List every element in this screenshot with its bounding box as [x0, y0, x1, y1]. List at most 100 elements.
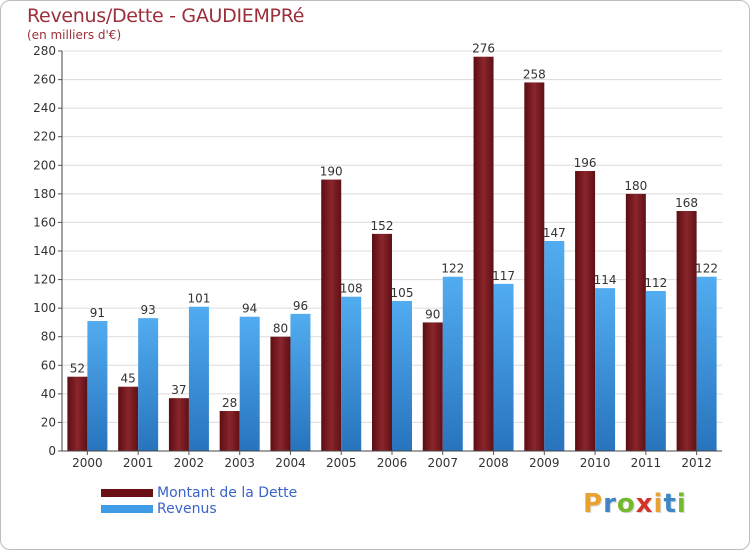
bar-dette	[67, 376, 88, 451]
axis-layer: 0 20 40 60 80 100 120 140 160 180 200 220 240 260 280 2…	[33, 44, 722, 470]
y-tick-label: 60	[41, 358, 56, 372]
bar-revenus	[341, 296, 362, 451]
data-label-dette: 180	[624, 179, 647, 193]
y-tick-label: 180	[33, 187, 56, 201]
x-tick-label: 2001	[123, 456, 154, 470]
logo-letter: o	[616, 489, 636, 519]
legend-label-debt: Montant de la Dette	[157, 485, 298, 501]
data-label-revenus: 147	[543, 226, 566, 240]
data-label-dette: 37	[171, 383, 186, 397]
bar-dette	[473, 56, 494, 451]
y-tick-label: 100	[33, 301, 56, 315]
y-tick-label: 160	[33, 215, 56, 229]
data-label-revenus: 91	[90, 306, 105, 320]
x-tick-label: 2006	[377, 456, 408, 470]
y-tick-label: 0	[48, 444, 56, 458]
y-tick-label: 240	[33, 101, 56, 115]
legend-swatch-debt	[101, 489, 153, 497]
data-label-dette: 80	[273, 322, 288, 336]
chart-title: Revenus/Dette - GAUDIEMPRé	[27, 5, 305, 27]
bar-revenus	[188, 306, 209, 451]
y-tick-label: 280	[33, 44, 56, 58]
data-label-revenus: 122	[441, 262, 464, 276]
y-tick-label: 40	[41, 387, 56, 401]
data-label-dette: 90	[425, 307, 440, 321]
data-label-revenus: 122	[695, 262, 718, 276]
bar-revenus	[645, 291, 666, 451]
bar-revenus	[138, 318, 159, 451]
logo-letter: i	[676, 489, 687, 519]
bar-dette	[168, 398, 189, 451]
bar-dette	[524, 82, 545, 451]
bar-dette	[372, 233, 392, 451]
data-label-revenus: 93	[141, 303, 156, 317]
x-tick-label: 2005	[326, 456, 357, 470]
data-label-dette: 52	[70, 362, 85, 376]
x-tick-label: 2003	[224, 456, 255, 470]
bar-revenus	[595, 288, 616, 451]
data-label-dette: 276	[472, 42, 495, 56]
y-tick-label: 80	[41, 330, 56, 344]
logo-letter: P	[583, 489, 604, 519]
y-tick-label: 20	[41, 415, 56, 429]
x-tick-label: 2004	[275, 456, 306, 470]
bar-dette	[118, 386, 139, 451]
data-label-revenus: 101	[187, 292, 210, 306]
x-tick-label: 2012	[681, 456, 712, 470]
bar-dette	[575, 171, 596, 451]
data-label-dette: 152	[371, 219, 394, 233]
bar-layer	[67, 56, 717, 452]
y-tick-label: 260	[33, 73, 56, 87]
logo-letter: r	[603, 489, 617, 519]
bar-dette	[270, 336, 291, 451]
data-label-revenus: 114	[594, 273, 617, 287]
data-label-revenus: 96	[293, 299, 308, 313]
x-tick-label: 2009	[529, 456, 560, 470]
logo-letter: t	[663, 489, 677, 519]
bar-dette	[219, 411, 240, 451]
chart-subtitle: (en milliers d'€)	[27, 28, 122, 42]
data-label-dette: 190	[320, 165, 343, 179]
x-tick-label: 2011	[631, 456, 662, 470]
y-tick-label: 220	[33, 130, 56, 144]
data-label-revenus: 108	[340, 282, 363, 296]
x-tick-label: 2002	[174, 456, 205, 470]
bar-revenus	[392, 301, 412, 451]
data-label-revenus: 105	[391, 286, 414, 300]
x-tick-label: 2000	[72, 456, 103, 470]
bar-revenus	[87, 321, 108, 451]
logo-letter: x	[635, 489, 654, 519]
bar-revenus	[696, 276, 717, 451]
x-tick-label: 2007	[427, 456, 458, 470]
data-label-revenus: 94	[242, 302, 257, 316]
y-tick-label: 140	[33, 244, 56, 258]
y-tick-label: 120	[33, 273, 56, 287]
bar-revenus	[290, 313, 311, 451]
data-label-dette: 28	[222, 396, 237, 410]
bar-revenus	[493, 283, 514, 451]
x-tick-label: 2008	[478, 456, 509, 470]
y-tick-label: 200	[33, 158, 56, 172]
label-layer: 52 91 45 93 37 101 28 94 80 96 190 108 152 105 90 122 27…	[70, 42, 718, 410]
bar-revenus	[544, 241, 565, 451]
data-label-dette: 45	[121, 372, 136, 386]
bar-revenus	[239, 316, 260, 451]
legend-swatch-revenus	[101, 505, 153, 513]
data-label-dette: 258	[523, 67, 546, 81]
data-label-dette: 196	[574, 156, 597, 170]
bar-dette	[321, 179, 342, 452]
legend: Montant de la Dette Revenus	[101, 485, 297, 517]
logo-letter: i	[653, 489, 664, 519]
legend-item-debt: Montant de la Dette	[101, 485, 297, 501]
bar-dette	[422, 322, 443, 451]
data-label-revenus: 117	[492, 269, 515, 283]
x-tick-label: 2010	[580, 456, 611, 470]
legend-label-revenus: Revenus	[157, 501, 217, 517]
bar-revenus	[442, 276, 463, 451]
data-label-revenus: 112	[644, 276, 667, 290]
proxiti-logo: Proxiti	[583, 489, 687, 519]
legend-item-revenus: Revenus	[101, 501, 297, 517]
bar-dette	[676, 211, 697, 451]
